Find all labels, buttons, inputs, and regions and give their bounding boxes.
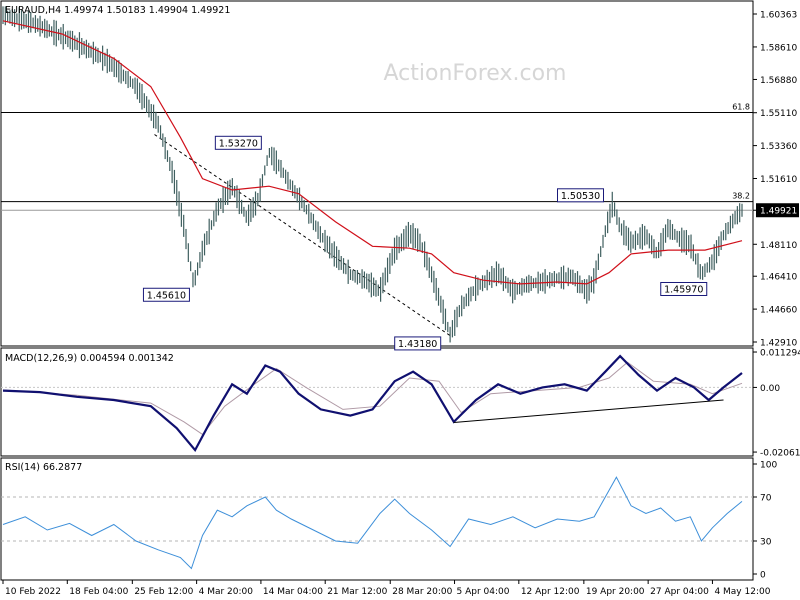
- x-axis-label: 12 Apr 12:00: [521, 587, 580, 597]
- fib-label-0: 61.8: [732, 103, 750, 112]
- x-axis-label: 18 Feb 04:00: [69, 587, 128, 597]
- macd-y-tick-label: -0.020618: [760, 449, 800, 459]
- rsi-line: [2, 476, 743, 570]
- rsi-layer: [1, 476, 753, 570]
- rsi-y-tick-label: 70: [760, 494, 772, 504]
- x-axis-label: 4 Mar 20:00: [199, 587, 254, 597]
- swing-label: 1.45970: [664, 284, 703, 295]
- rsi-panel-frame: [0, 457, 754, 581]
- price-y-tick-label: 1.53360: [760, 142, 797, 152]
- price-y-tick-label: 1.60363: [760, 11, 797, 21]
- swing-label-box: [214, 135, 262, 150]
- x-axis-label: 10 Feb 2022: [5, 587, 61, 597]
- macd-signal-line: [2, 361, 743, 436]
- x-axis-label: 14 Mar 04:00: [263, 587, 323, 597]
- x-axis-label: 19 Apr 20:00: [586, 587, 645, 597]
- swing-label-box: [660, 281, 708, 296]
- price-header: EURAUD,H4 1.49974 1.50183 1.49904 1.4992…: [5, 5, 230, 16]
- rsi-header: RSI(14) 66.2877: [5, 462, 82, 473]
- price-y-tick-label: 1.58610: [760, 43, 797, 53]
- rsi-y-tick-label: 0: [760, 571, 766, 581]
- price-y-tick-label: 1.55110: [760, 109, 797, 119]
- macd-y-tick-label: 0.011294: [760, 349, 800, 359]
- watermark: ActionForex.com: [384, 61, 567, 86]
- macd-line: [2, 354, 743, 453]
- x-axis-label: 27 Apr 04:00: [650, 587, 709, 597]
- x-axis-label: 5 Apr 04:00: [457, 587, 510, 597]
- x-axis-label: 28 Mar 20:00: [392, 587, 452, 597]
- macd-header: MACD(12,26,9) 0.004594 0.001342: [5, 353, 174, 364]
- price-y-tick-label: 1.51610: [760, 175, 797, 185]
- macd-layer: [1, 354, 753, 453]
- price-y-tick-label: 1.42910: [760, 339, 797, 349]
- price-panel-frame: [0, 0, 754, 347]
- moving-average-line: [2, 20, 743, 285]
- current-price-box: [756, 203, 799, 218]
- price-y-tick-label: 1.48110: [760, 241, 797, 251]
- macd-support-line: [453, 399, 724, 424]
- x-axis-label: 21 Mar 12:00: [327, 587, 387, 597]
- swing-label-box: [394, 336, 442, 351]
- x-axis-label: 25 Feb 12:00: [134, 587, 193, 597]
- price-y-tick-label: 1.46410: [760, 273, 797, 283]
- swing-label-box: [557, 188, 605, 203]
- price-y-tick-label: 1.56880: [760, 76, 797, 86]
- fib-label-1: 38.2: [732, 192, 750, 201]
- price-layer: 61.8 38.2 1.53270 1.45610 1.43180 1.50530 1.45…: [1, 6, 753, 351]
- swing-label: 1.43180: [398, 339, 437, 350]
- rsi-y-tick-label: 100: [760, 461, 777, 471]
- swing-label: 1.53270: [219, 138, 258, 149]
- current-price-label: 1.49921: [760, 207, 797, 217]
- macd-panel-frame: [0, 347, 754, 457]
- swing-label: 1.45610: [147, 290, 186, 301]
- rsi-y-tick-label: 30: [760, 538, 772, 548]
- axis-layer: 1.60363 1.58610 1.56880 1.55110 1.53360 1.516…: [2, 11, 800, 597]
- swing-label: 1.50530: [561, 191, 600, 202]
- swing-label-box: [142, 287, 190, 302]
- price-y-tick-label: 1.44660: [760, 306, 797, 316]
- x-axis-label: 4 May 12:00: [714, 587, 770, 597]
- macd-y-tick-label: 0.00: [760, 384, 780, 394]
